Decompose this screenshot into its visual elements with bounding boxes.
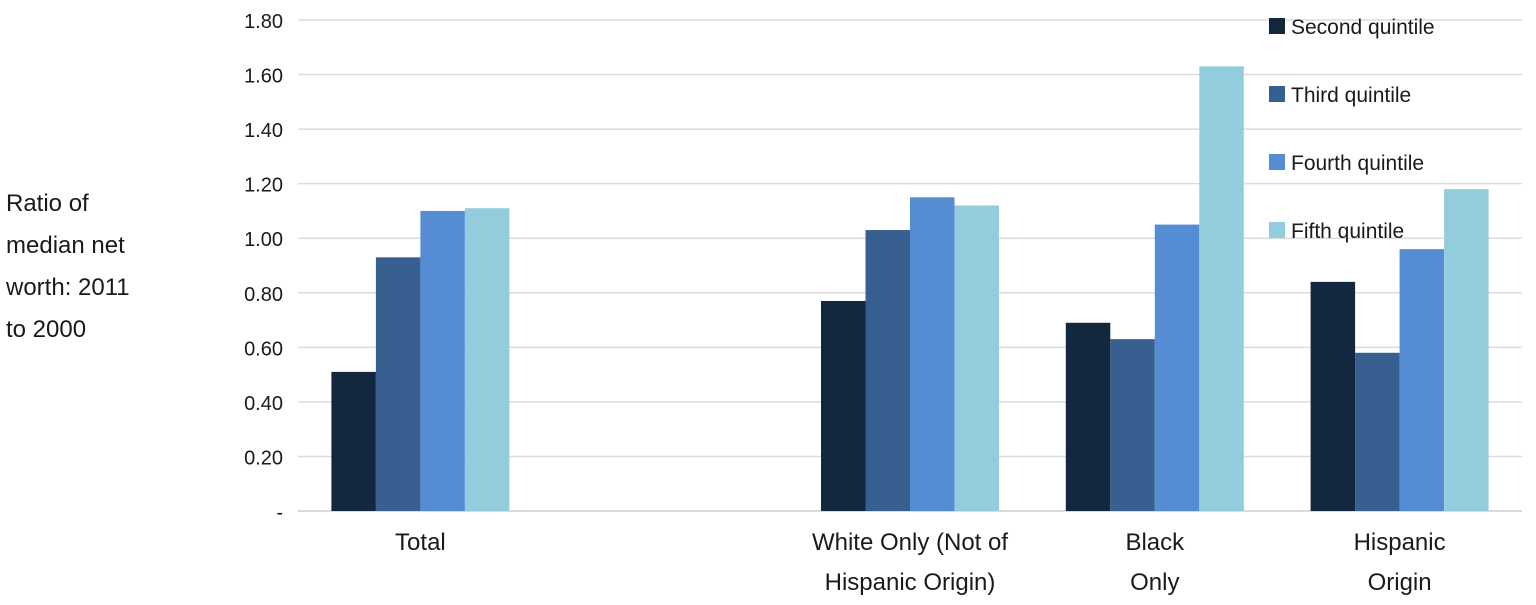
bar-fifth-quintile [1199, 66, 1244, 511]
bar-third-quintile [865, 230, 910, 512]
x-category-label: Hispanic Origin) [825, 569, 996, 596]
x-category-label: White Only (Not of [812, 529, 1008, 556]
bar-second-quintile [1065, 322, 1111, 511]
x-category-label: Only [1130, 569, 1179, 596]
bar-fifth-quintile [464, 208, 510, 511]
bar-third-quintile [1355, 352, 1400, 511]
x-category-label: Black [1125, 529, 1185, 556]
legend-label: Fourth quintile [1291, 152, 1424, 175]
y-tick-label: 1.20 [244, 175, 283, 197]
y-tick-label: 0.20 [244, 447, 283, 469]
x-category-label: Hispanic [1354, 529, 1446, 556]
y-tick-label: 1.40 [244, 120, 283, 142]
bar-second-quintile [331, 371, 376, 511]
y-tick-label: 0.80 [244, 284, 283, 306]
legend-label: Second quintile [1291, 16, 1435, 39]
legend-swatch [1269, 86, 1285, 102]
bar-fourth-quintile [910, 197, 955, 512]
legend-label: Third quintile [1291, 84, 1411, 107]
y-tick-label: - [276, 502, 283, 524]
bar-fifth-quintile [954, 205, 999, 511]
x-category-label: Origin [1368, 569, 1432, 596]
y-tick-label: 1.80 [244, 11, 283, 33]
bar-third-quintile [1110, 339, 1155, 511]
bar-fifth-quintile [1444, 189, 1489, 511]
y-axis-title-line: worth: 2011 [6, 274, 130, 301]
legend-swatch [1269, 222, 1285, 238]
y-tick-label: 0.60 [244, 338, 283, 360]
bar-fourth-quintile [420, 210, 465, 511]
bar-second-quintile [821, 300, 866, 511]
y-axis-title-line: median net [6, 232, 125, 259]
y-tick-label: 0.40 [244, 393, 283, 415]
bar-second-quintile [1310, 281, 1356, 511]
legend-swatch [1269, 18, 1285, 34]
x-category-label: Total [395, 529, 446, 556]
y-axis-title-line: Ratio of [6, 190, 89, 217]
bar-third-quintile [375, 257, 421, 511]
y-axis-title-line: to 2000 [6, 316, 87, 343]
bar-fourth-quintile [1154, 224, 1200, 512]
legend-swatch [1269, 154, 1285, 170]
y-tick-label: 1.60 [244, 66, 283, 88]
legend-label: Fifth quintile [1291, 220, 1404, 243]
y-tick-label: 1.00 [244, 229, 283, 251]
bar-fourth-quintile [1399, 249, 1445, 511]
